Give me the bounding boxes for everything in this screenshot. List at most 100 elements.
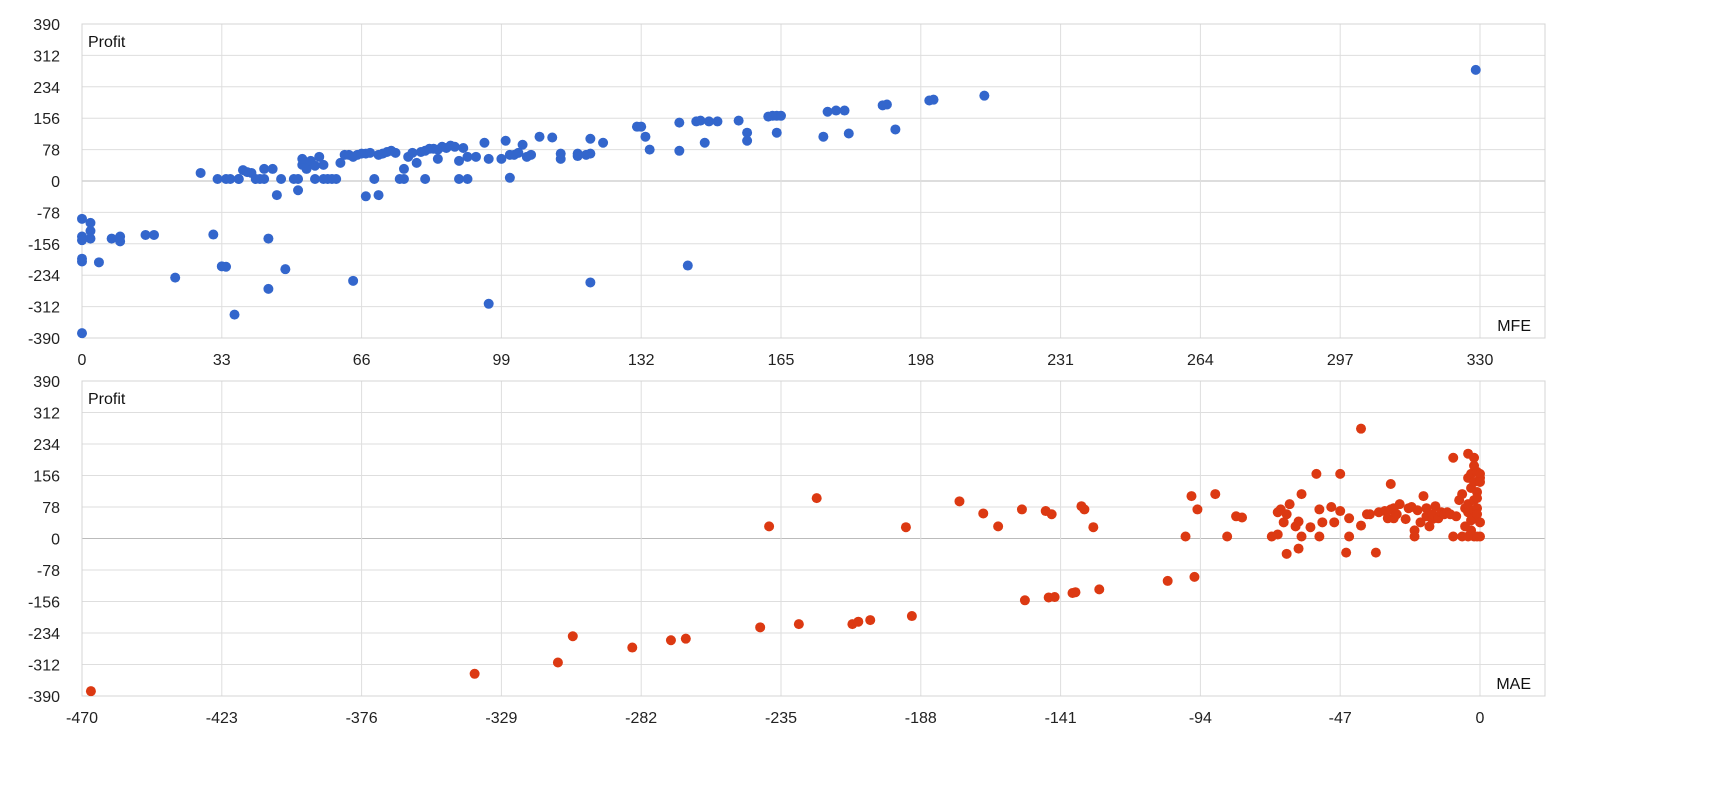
mfe-x-tick-label: 297 bbox=[1327, 352, 1354, 369]
mae-data-point bbox=[1475, 531, 1485, 542]
mae-data-point bbox=[1329, 517, 1340, 528]
mae-data-point bbox=[1272, 529, 1283, 540]
mfe-data-point bbox=[449, 141, 460, 152]
mfe-data-point bbox=[644, 144, 655, 155]
mfe-x-tick-label: 66 bbox=[353, 352, 371, 369]
mae-data-point bbox=[1293, 516, 1304, 527]
mae-x-tick-label: -376 bbox=[346, 710, 378, 727]
mfe-data-point bbox=[572, 148, 583, 159]
mae-data-point bbox=[1296, 489, 1307, 500]
mfe-data-point bbox=[822, 106, 833, 117]
mae-data-point bbox=[1451, 511, 1462, 522]
mfe-data-point bbox=[280, 264, 291, 275]
mae-x-tick-label: -141 bbox=[1045, 710, 1077, 727]
mae-data-point bbox=[1222, 531, 1233, 542]
mae-y-tick-label: -390 bbox=[28, 689, 60, 706]
mae-data-point bbox=[1418, 491, 1429, 502]
mae-y-tick-label: 0 bbox=[51, 532, 60, 549]
mfe-data-point bbox=[776, 110, 786, 121]
mfe-y-tick-label: 312 bbox=[33, 48, 60, 65]
mae-x-tick-label: 0 bbox=[1476, 710, 1485, 727]
mae-data-point bbox=[1335, 506, 1346, 517]
mfe-data-point bbox=[411, 157, 422, 168]
mfe-data-point bbox=[318, 159, 329, 170]
mfe-data-point bbox=[263, 283, 274, 294]
mfe-data-point bbox=[293, 185, 304, 196]
mfe-data-point bbox=[928, 94, 939, 105]
mfe-data-point bbox=[585, 133, 596, 144]
mfe-y-tick-label: -156 bbox=[28, 237, 60, 254]
mfe-data-point bbox=[585, 277, 596, 288]
mfe-data-point bbox=[263, 233, 274, 244]
mae-data-point bbox=[1314, 504, 1325, 515]
mfe-plot-frame bbox=[81, 23, 1546, 339]
mae-data-point bbox=[1448, 452, 1459, 463]
mfe-data-point bbox=[170, 272, 181, 283]
mae-data-point bbox=[1094, 584, 1105, 595]
mae-y-tick-labels: 390 312 234 156 78 0 -78 -156 -234 -312 -390 bbox=[28, 374, 60, 706]
mfe-data-point bbox=[276, 173, 287, 184]
mfe-data-point bbox=[979, 90, 990, 101]
mae-plot-frame bbox=[81, 380, 1546, 697]
mfe-data-point bbox=[1470, 64, 1481, 75]
mfe-x-tick-label: 264 bbox=[1187, 352, 1214, 369]
mae-x-tick-label: -282 bbox=[625, 710, 657, 727]
mfe-data-point bbox=[398, 163, 409, 174]
mae-data-point bbox=[764, 521, 775, 532]
mfe-data-point bbox=[77, 256, 87, 267]
mfe-y-tick-label: 234 bbox=[33, 80, 60, 97]
mae-data-point bbox=[1344, 531, 1355, 542]
mae-data-point bbox=[1237, 512, 1248, 523]
mae-x-tick-labels: -470 -423 -376 -329 -282 -235 -188 -141 -94 -47 0 bbox=[66, 710, 1485, 727]
mae-x-tick-label: -235 bbox=[765, 710, 797, 727]
mae-y-tick-label: 156 bbox=[33, 469, 60, 486]
mfe-data-point bbox=[297, 153, 308, 164]
mae-data-point bbox=[993, 521, 1004, 532]
mae-data-point bbox=[1192, 504, 1203, 515]
mfe-data-point bbox=[310, 173, 320, 184]
mae-gridlines bbox=[81, 380, 1546, 697]
mfe-data-point bbox=[526, 149, 537, 160]
mae-data-point bbox=[1162, 575, 1173, 586]
mfe-data-point bbox=[407, 147, 418, 158]
mae-data-point bbox=[1409, 531, 1420, 542]
mfe-y-tick-label: 78 bbox=[42, 143, 60, 160]
mae-data-point bbox=[1016, 504, 1027, 515]
mae-data-point bbox=[1311, 468, 1322, 479]
mfe-x-tick-label: 99 bbox=[493, 352, 511, 369]
mae-data-point bbox=[1356, 520, 1367, 531]
mfe-data-point bbox=[390, 147, 401, 158]
mfe-x-tick-label: 165 bbox=[768, 352, 795, 369]
mfe-data-point bbox=[259, 163, 270, 174]
mae-data-point bbox=[1385, 478, 1396, 489]
mfe-y-tick-label: 0 bbox=[51, 174, 60, 191]
mfe-data-point bbox=[483, 298, 494, 309]
mfe-data-point bbox=[674, 145, 685, 156]
mfe-data-point bbox=[483, 153, 494, 164]
mae-data-point bbox=[755, 622, 766, 633]
mae-data-point bbox=[900, 522, 911, 533]
mfe-data-point bbox=[547, 132, 558, 143]
mfe-data-point bbox=[831, 105, 842, 116]
mae-x-tick-label: -188 bbox=[905, 710, 937, 727]
mfe-x-tick-label: 231 bbox=[1047, 352, 1074, 369]
mfe-x-tick-labels: 0 33 66 99 132 165 198 231 264 297 330 bbox=[78, 352, 1494, 369]
mfe-data-point bbox=[534, 131, 545, 142]
mfe-x-tick-label: 132 bbox=[628, 352, 655, 369]
mfe-data-point bbox=[398, 173, 409, 184]
mae-data-point bbox=[1400, 514, 1411, 525]
mae-data-point bbox=[567, 631, 578, 642]
mae-data-point bbox=[1210, 489, 1221, 500]
mfe-data-point bbox=[500, 135, 511, 146]
mae-data-point bbox=[1180, 531, 1191, 542]
mae-data-point bbox=[1412, 505, 1423, 516]
mfe-data-point bbox=[77, 235, 87, 246]
mae-data-point bbox=[552, 657, 563, 668]
mfe-data-point bbox=[504, 172, 515, 183]
mae-data-point bbox=[1070, 587, 1081, 598]
mae-x-tick-label: -94 bbox=[1189, 710, 1212, 727]
mfe-y-tick-labels: 390 312 234 156 78 0 -78 -156 -234 -312 -390 bbox=[28, 17, 60, 348]
mfe-data-point bbox=[208, 229, 219, 240]
mfe-data-point bbox=[674, 117, 685, 128]
mae-data-point bbox=[865, 615, 876, 626]
